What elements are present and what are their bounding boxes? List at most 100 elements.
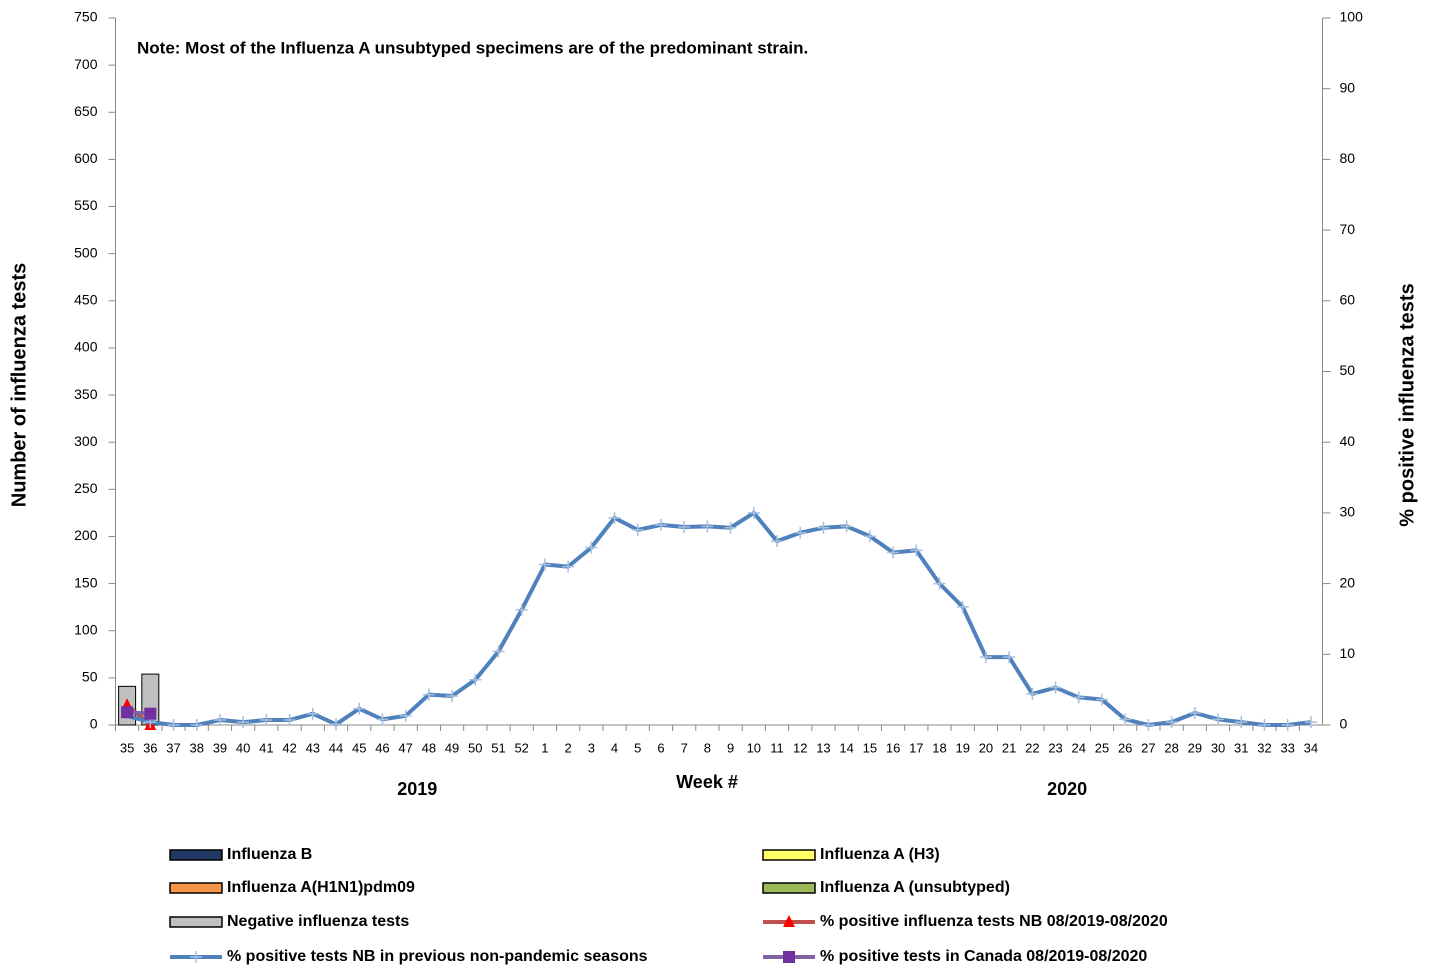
x-tick-label: 49 bbox=[445, 740, 459, 755]
y2-tick-label: 80 bbox=[1340, 150, 1356, 166]
x-tick-label: 38 bbox=[190, 740, 204, 755]
legend-label: Negative influenza tests bbox=[227, 913, 409, 930]
x-tick-label: 19 bbox=[955, 740, 969, 755]
marker bbox=[1142, 719, 1155, 731]
marker bbox=[353, 702, 366, 715]
x-tick-label: 44 bbox=[329, 740, 343, 755]
legend-item: Influenza A(H1N1)pdm09 bbox=[169, 879, 415, 896]
y-tick-label: 0 bbox=[90, 716, 98, 732]
y2-tick-label: 20 bbox=[1340, 574, 1356, 590]
y2-tick-label: 90 bbox=[1340, 79, 1356, 95]
marker bbox=[1026, 687, 1039, 700]
y-tick-label: 50 bbox=[82, 669, 98, 685]
x-tick-label: 22 bbox=[1025, 740, 1039, 755]
y2-tick-label: 70 bbox=[1340, 221, 1356, 237]
legend-label: % positive tests in Canada 08/2019-08/20… bbox=[820, 948, 1147, 965]
x-tick-label: 31 bbox=[1234, 740, 1248, 755]
marker bbox=[190, 719, 203, 731]
y-tick-label: 150 bbox=[74, 574, 98, 590]
y-tick-label: 350 bbox=[74, 386, 98, 402]
x-tick-label: 29 bbox=[1188, 740, 1202, 755]
marker bbox=[1235, 716, 1248, 729]
legend-item: Negative influenza tests bbox=[169, 913, 409, 930]
marker bbox=[1281, 719, 1294, 731]
legend-label: Influenza A (unsubtyped) bbox=[820, 879, 1010, 896]
marker bbox=[376, 713, 389, 726]
marker bbox=[724, 521, 737, 534]
legend-swatch bbox=[169, 849, 223, 861]
line bbox=[126, 510, 1312, 727]
note: Note: Most of the Influenza A unsubtyped… bbox=[137, 38, 808, 57]
x-tick-label: 39 bbox=[213, 740, 227, 755]
x-tick-label: 24 bbox=[1072, 740, 1086, 755]
x-tick-label: 47 bbox=[398, 740, 412, 755]
marker bbox=[515, 603, 528, 616]
legend-item: % positive influenza tests NB 08/2019-08… bbox=[763, 913, 1168, 930]
marker bbox=[863, 530, 876, 543]
marker bbox=[167, 719, 180, 731]
x-tick-label: 14 bbox=[839, 740, 853, 755]
legend-swatch bbox=[169, 916, 223, 928]
marker bbox=[783, 951, 795, 963]
marker bbox=[840, 520, 853, 533]
marker bbox=[190, 951, 202, 963]
x-tick-label: 11 bbox=[770, 740, 784, 755]
x-tick-label: 1 bbox=[541, 740, 548, 755]
marker bbox=[933, 577, 946, 590]
year-label: 2020 bbox=[1047, 779, 1087, 799]
x-tick-label: 46 bbox=[375, 740, 389, 755]
y-tick-label: 650 bbox=[74, 103, 98, 119]
marker bbox=[562, 560, 575, 573]
y-tick-label: 750 bbox=[74, 9, 98, 25]
x-tick-label: 5 bbox=[634, 740, 641, 755]
x-tick-label: 42 bbox=[282, 740, 296, 755]
x-tick-label: 48 bbox=[422, 740, 436, 755]
x-tick-label: 27 bbox=[1141, 740, 1155, 755]
marker bbox=[654, 518, 667, 531]
y-tick-label: 600 bbox=[74, 150, 98, 166]
marker bbox=[213, 714, 226, 727]
x-axis-title: Week # bbox=[676, 772, 738, 792]
legend-label: Influenza A(H1N1)pdm09 bbox=[227, 879, 415, 896]
marker bbox=[747, 506, 760, 519]
x-tick-label: 23 bbox=[1048, 740, 1062, 755]
x-tick-label: 6 bbox=[657, 740, 664, 755]
marker bbox=[144, 707, 157, 720]
y-tick-label: 100 bbox=[74, 621, 98, 637]
y-tick-label: 300 bbox=[74, 433, 98, 449]
legend-item: Influenza A (unsubtyped) bbox=[762, 879, 1010, 896]
y-tick-label: 400 bbox=[74, 339, 98, 355]
x-tick-label: 26 bbox=[1118, 740, 1132, 755]
x-tick-label: 33 bbox=[1280, 740, 1294, 755]
x-tick-label: 13 bbox=[816, 740, 830, 755]
marker bbox=[306, 707, 319, 720]
marker bbox=[701, 520, 714, 533]
y2-tick-label: 30 bbox=[1340, 504, 1356, 520]
marker bbox=[887, 546, 900, 559]
marker bbox=[469, 673, 482, 686]
marker bbox=[1258, 719, 1271, 731]
y2-tick-label: 0 bbox=[1340, 716, 1348, 732]
x-tick-label: 15 bbox=[863, 740, 877, 755]
x-tick-label: 51 bbox=[491, 740, 505, 755]
marker bbox=[817, 521, 830, 534]
x-tick-label: 50 bbox=[468, 740, 482, 755]
marker bbox=[260, 714, 273, 727]
legend-item: % positive tests NB in previous non-pand… bbox=[170, 948, 648, 965]
x-tick-label: 41 bbox=[259, 740, 273, 755]
x-tick-label: 52 bbox=[514, 740, 528, 755]
x-tick-label: 36 bbox=[143, 740, 157, 755]
marker bbox=[1119, 713, 1132, 726]
marker bbox=[121, 706, 134, 719]
marker bbox=[1212, 713, 1225, 726]
x-tick-label: 17 bbox=[909, 740, 923, 755]
marker bbox=[422, 688, 435, 701]
marker bbox=[794, 526, 807, 539]
x-tick-label: 40 bbox=[236, 740, 250, 755]
marker bbox=[956, 600, 969, 613]
marker bbox=[608, 511, 621, 524]
marker bbox=[1165, 716, 1178, 729]
x-tick-label: 16 bbox=[886, 740, 900, 755]
marker bbox=[631, 523, 644, 536]
marker bbox=[910, 544, 923, 557]
